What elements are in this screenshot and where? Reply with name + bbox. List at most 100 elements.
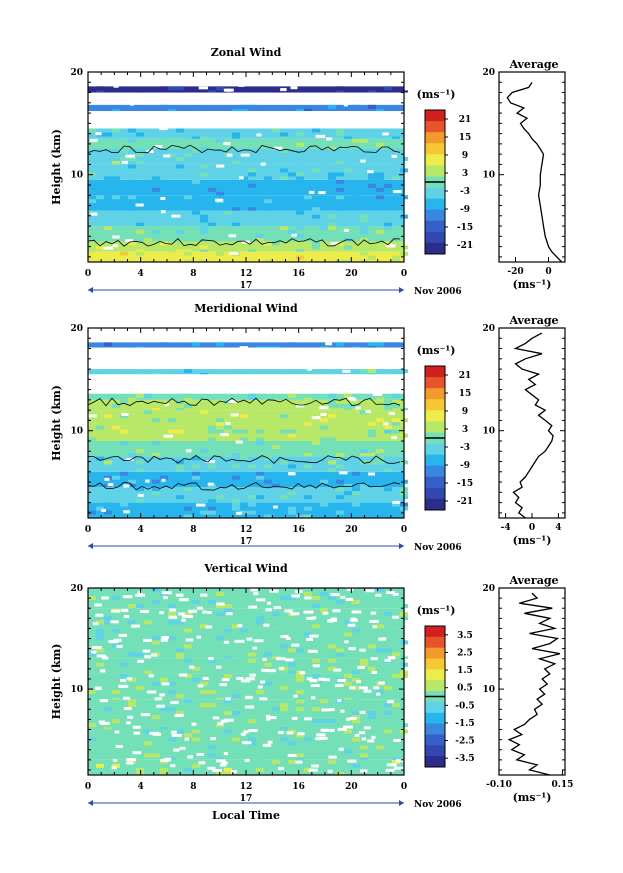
missing-data-cell (337, 678, 347, 682)
heatmap-cell (168, 636, 176, 641)
heatmap-cell (336, 452, 344, 457)
missing-data-cell (91, 650, 97, 654)
heatmap-cell (192, 471, 200, 476)
heatmap-cell (288, 464, 296, 469)
heatmap-cell (176, 656, 184, 659)
heatmap-cell (264, 640, 272, 645)
heatmap-band (88, 251, 404, 262)
heatmap-cell (392, 418, 400, 423)
missing-data-cell (368, 472, 376, 476)
missing-data-cell (140, 713, 150, 717)
heatmap-cell (240, 104, 248, 109)
heatmap-cell (280, 644, 288, 649)
missing-data-cell (265, 714, 271, 718)
heatmap-cell (152, 440, 160, 445)
heatmap-cell (352, 677, 360, 682)
missing-data-cell (166, 350, 173, 354)
missing-data-cell (333, 668, 342, 672)
missing-data-cell (248, 605, 257, 609)
heatmap-cell (368, 172, 376, 177)
heatmap-cell (344, 620, 352, 625)
heatmap-cell (104, 616, 112, 621)
heatmap-cell (152, 410, 160, 415)
heatmap-cell (144, 670, 152, 674)
missing-data-cell (260, 680, 266, 684)
heatmap-cell (376, 448, 384, 453)
heatmap-cell (320, 608, 328, 613)
heatmap-cell (208, 90, 216, 93)
missing-data-cell (152, 732, 161, 736)
heatmap-cell (104, 727, 112, 730)
heatmap-cell (224, 767, 232, 772)
heatmap-cell (376, 689, 384, 694)
y-tick-label: 10 (70, 171, 83, 181)
missing-data-cell (164, 757, 172, 761)
missing-data-cell (349, 686, 356, 690)
missing-data-cell (321, 708, 330, 712)
heatmap-cell (128, 652, 136, 657)
heatmap-cell (128, 241, 136, 246)
heatmap-cell (344, 407, 352, 411)
missing-data-cell (371, 670, 377, 674)
heatmap-cell (128, 128, 136, 133)
missing-data-cell (112, 235, 120, 239)
missing-data-cell (344, 640, 349, 644)
missing-data-cell (187, 755, 194, 759)
missing-data-cell (212, 716, 220, 720)
heatmap-cell (248, 255, 256, 260)
heatmap-cell (328, 393, 336, 398)
x-tick-label: 20 (345, 269, 358, 279)
heatmap-cell (136, 161, 144, 165)
heatmap-cell (224, 210, 232, 215)
heatmap-cell (152, 640, 160, 645)
heatmap-cell (280, 699, 288, 704)
missing-data-cell (291, 716, 298, 720)
heatmap-cell (336, 90, 344, 93)
heatmap-cell (384, 673, 392, 678)
missing-data-cell (210, 737, 217, 741)
missing-data-cell (315, 121, 325, 125)
missing-data-cell (199, 593, 208, 597)
heatmap-cell (160, 437, 168, 441)
heatmap-cell (160, 104, 168, 109)
heatmap-cell (152, 230, 160, 235)
heatmap-cell (384, 222, 392, 227)
heatmap-cell (368, 429, 376, 434)
missing-data-cell (315, 737, 322, 741)
heatmap-cell (256, 238, 264, 242)
missing-data-cell (113, 84, 119, 88)
missing-data-cell (228, 234, 237, 238)
colorbar-swatch (425, 121, 445, 133)
heatmap-cell (120, 666, 128, 671)
heatmap-cell (328, 373, 336, 375)
colorbar-swatch (425, 187, 445, 200)
heatmap-cell (160, 757, 168, 760)
heatmap-cell (136, 346, 144, 348)
heatmap-cell (248, 741, 256, 746)
missing-data-cell (103, 246, 114, 250)
heatmap-cell (176, 414, 184, 419)
missing-data-cell (286, 731, 294, 735)
heatmap-cell (304, 397, 312, 400)
heatmap-cell (288, 203, 296, 208)
heatmap-cell (344, 161, 352, 165)
heatmap-cell (376, 176, 384, 180)
missing-data-cell (126, 677, 133, 681)
heatmap-cell (184, 369, 192, 374)
heatmap-cell (296, 172, 304, 177)
heatmap-cell (376, 342, 384, 347)
missing-data-cell (309, 634, 319, 638)
heatmap-cell (392, 138, 400, 143)
missing-data-cell (256, 598, 266, 602)
heatmap-cell (200, 440, 208, 445)
x-tick-label: 12 (240, 269, 253, 279)
heatmap-cell (248, 596, 256, 600)
heatmap-cell (328, 636, 336, 641)
missing-data-cell (286, 637, 291, 641)
missing-data-cell (373, 686, 380, 690)
missing-data-cell (94, 603, 102, 607)
heatmap-cell (160, 142, 168, 147)
heatmap-cell (320, 452, 328, 457)
heatmap-cell (296, 255, 304, 260)
heatmap-cell (352, 699, 360, 704)
